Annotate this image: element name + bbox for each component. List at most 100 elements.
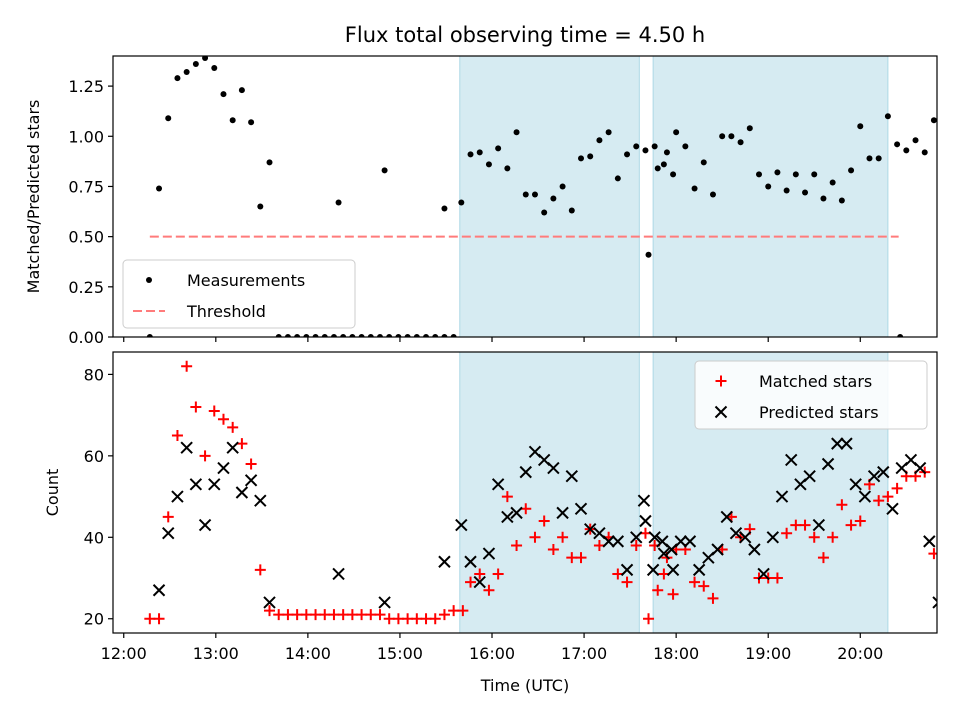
measurement-point xyxy=(458,200,464,206)
measurement-point xyxy=(885,113,891,119)
measurement-point xyxy=(646,252,652,258)
measurement-point xyxy=(866,155,872,161)
measurement-point xyxy=(830,179,836,185)
legend-label: Predicted stars xyxy=(759,403,879,422)
measurement-point xyxy=(486,161,492,167)
measurement-point xyxy=(184,69,190,75)
measurement-point xyxy=(682,143,688,149)
measurement-point xyxy=(560,183,566,189)
measurement-point xyxy=(802,189,808,195)
top-shaded-interval-2 xyxy=(653,56,888,337)
xtick-label: 16:00 xyxy=(469,644,515,663)
measurement-point xyxy=(596,137,602,143)
measurement-point xyxy=(578,155,584,161)
bottom-ytick-label: 40 xyxy=(84,528,104,547)
bottom-ytick-label: 60 xyxy=(84,447,104,466)
measurement-point xyxy=(820,196,826,202)
measurement-point xyxy=(441,206,447,212)
measurement-point xyxy=(756,171,762,177)
measurement-point xyxy=(701,159,707,165)
measurement-point xyxy=(652,143,658,149)
measurement-point xyxy=(692,185,698,191)
top-ylabel: Matched/Predicted stars xyxy=(24,100,43,294)
xtick-label: 18:00 xyxy=(653,644,699,663)
measurement-point xyxy=(931,117,937,123)
measurement-point xyxy=(774,169,780,175)
measurement-point xyxy=(193,61,199,67)
bottom-legend: Matched stars Predicted stars xyxy=(695,361,927,429)
measurement-point xyxy=(523,191,529,197)
measurement-point xyxy=(220,91,226,97)
top-ytick-label: 1.00 xyxy=(68,127,104,146)
top-ytick-label: 0.50 xyxy=(68,228,104,247)
measurement-point xyxy=(532,191,538,197)
measurement-point xyxy=(738,139,744,145)
measurement-point xyxy=(495,145,501,151)
measurement-point xyxy=(550,196,556,202)
measurement-point xyxy=(514,129,520,135)
measurement-point xyxy=(894,141,900,147)
measurement-point xyxy=(382,167,388,173)
measurement-point xyxy=(606,129,612,135)
xtick-label: 12:00 xyxy=(101,644,147,663)
xlabel: Time (UTC) xyxy=(480,676,569,695)
measurement-point xyxy=(230,117,236,123)
measurement-point xyxy=(811,171,817,177)
measurement-point xyxy=(156,185,162,191)
measurement-point xyxy=(903,147,909,153)
measurement-point xyxy=(710,191,716,197)
measurement-point xyxy=(165,115,171,121)
xtick-label: 14:00 xyxy=(285,644,331,663)
measurement-point xyxy=(504,165,510,171)
top-legend: Measurements Threshold xyxy=(123,260,355,328)
measurement-point xyxy=(876,155,882,161)
measurement-point xyxy=(211,65,217,71)
measurement-point xyxy=(468,151,474,157)
legend-label: Measurements xyxy=(187,271,305,290)
measurement-point xyxy=(336,200,342,206)
measurement-point xyxy=(673,129,679,135)
legend-label: Matched stars xyxy=(759,372,872,391)
top-shaded-interval-1 xyxy=(460,56,640,337)
top-ytick-label: 0.00 xyxy=(68,328,104,347)
measurement-point xyxy=(257,204,263,210)
xtick-label: 19:00 xyxy=(745,644,791,663)
measurement-point xyxy=(793,171,799,177)
measurement-point xyxy=(664,149,670,155)
measurement-point xyxy=(624,151,630,157)
figure: Flux total observing time = 4.50 h 0.00 0… xyxy=(0,0,960,720)
measurement-point xyxy=(728,133,734,139)
measurement-point xyxy=(633,143,639,149)
legend-dot-icon xyxy=(146,277,152,283)
measurement-point xyxy=(541,210,547,216)
measurement-point xyxy=(587,153,593,159)
xtick-label: 20:00 xyxy=(837,644,883,663)
measurement-point xyxy=(747,125,753,131)
measurement-point xyxy=(661,161,667,167)
measurement-point xyxy=(848,167,854,173)
top-ytick-label: 0.75 xyxy=(68,177,104,196)
measurement-point xyxy=(642,147,648,153)
measurement-point xyxy=(784,187,790,193)
xtick-label: 13:00 xyxy=(193,644,239,663)
measurement-point xyxy=(248,119,254,125)
measurement-point xyxy=(615,175,621,181)
bottom-ytick-label: 80 xyxy=(84,365,104,384)
legend-label: Threshold xyxy=(186,302,266,321)
bottom-ytick-label: 20 xyxy=(84,610,104,629)
measurement-point xyxy=(765,183,771,189)
measurement-point xyxy=(174,75,180,81)
measurement-point xyxy=(922,149,928,155)
chart-title: Flux total observing time = 4.50 h xyxy=(345,23,705,47)
measurement-point xyxy=(655,165,661,171)
xtick-label: 15:00 xyxy=(377,644,423,663)
measurement-point xyxy=(913,137,919,143)
measurement-point xyxy=(267,159,273,165)
top-ytick-label: 0.25 xyxy=(68,278,104,297)
top-ytick-label: 1.25 xyxy=(68,77,104,96)
bottom-ylabel: Count xyxy=(43,469,62,517)
measurement-point xyxy=(839,198,845,204)
measurement-point xyxy=(477,149,483,155)
measurement-point xyxy=(719,133,725,139)
xtick-label: 17:00 xyxy=(561,644,607,663)
